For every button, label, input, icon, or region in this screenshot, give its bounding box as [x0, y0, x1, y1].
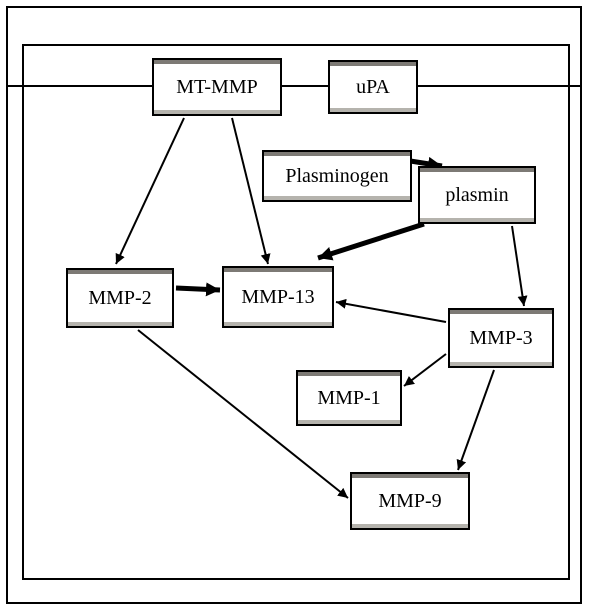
node-accent-bottom [224, 322, 332, 326]
node-accent-bottom [330, 108, 416, 112]
node-accent-top [352, 474, 468, 478]
node-accent-top [264, 152, 410, 156]
node-label: MMP-1 [317, 387, 380, 410]
node-accent-bottom [264, 196, 410, 200]
membrane-line [6, 85, 582, 87]
node-label: Plasminogen [285, 165, 388, 188]
node-label: plasmin [445, 184, 508, 207]
node-accent-bottom [298, 420, 400, 424]
node-plasmin: plasmin [418, 166, 536, 224]
node-mmp3: MMP-3 [448, 308, 554, 368]
node-accent-bottom [450, 362, 552, 366]
diagram-canvas: MT-MMP uPA Plasminogen plasmin MMP-2 MMP… [0, 0, 589, 611]
node-accent-top [154, 60, 280, 64]
node-mmp1: MMP-1 [296, 370, 402, 426]
node-mmp13: MMP-13 [222, 266, 334, 328]
node-label: MMP-9 [378, 490, 441, 513]
node-mt-mmp: MT-MMP [152, 58, 282, 116]
node-accent-bottom [420, 218, 534, 222]
node-accent-top [420, 168, 534, 172]
node-label: MMP-3 [469, 327, 532, 350]
node-mmp2: MMP-2 [66, 268, 174, 328]
node-plasminogen: Plasminogen [262, 150, 412, 202]
node-accent-bottom [68, 322, 172, 326]
node-accent-top [450, 310, 552, 314]
node-label: uPA [356, 76, 390, 99]
node-accent-top [224, 268, 332, 272]
node-accent-top [330, 62, 416, 66]
node-accent-top [68, 270, 172, 274]
node-upa: uPA [328, 60, 418, 114]
node-accent-bottom [352, 524, 468, 528]
node-mmp9: MMP-9 [350, 472, 470, 530]
node-label: MMP-2 [88, 287, 151, 310]
node-accent-bottom [154, 110, 280, 114]
node-label: MMP-13 [241, 286, 314, 309]
node-accent-top [298, 372, 400, 376]
node-label: MT-MMP [176, 76, 258, 99]
